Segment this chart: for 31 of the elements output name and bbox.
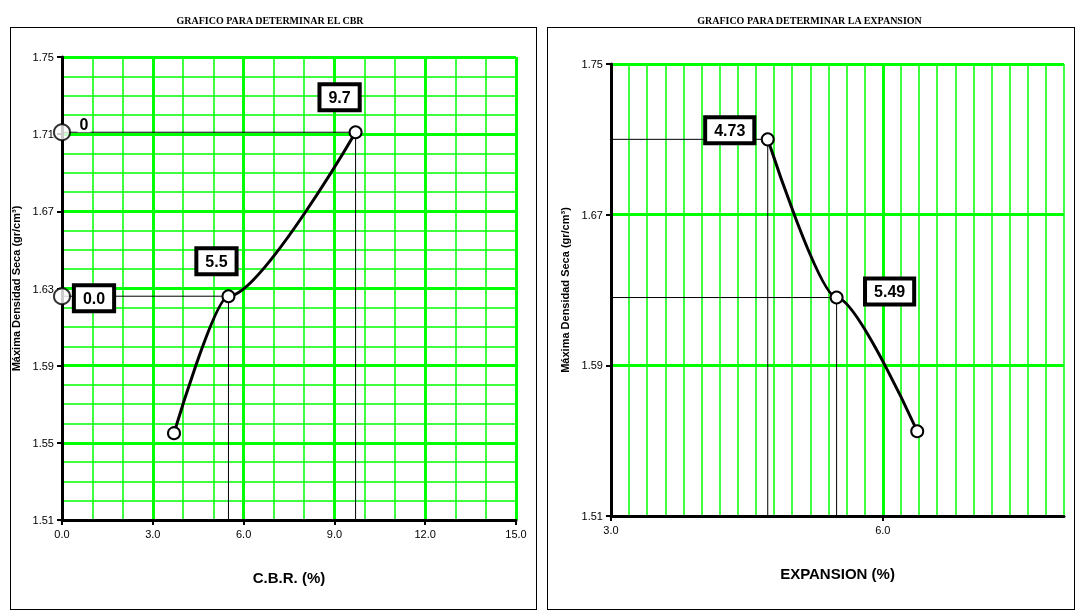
y-axis-title: Máxima Densidad Seca (gr/cm³): [559, 206, 572, 373]
y-tick-label: 1.51: [581, 510, 603, 522]
x-tick-label: 12.0: [414, 527, 436, 540]
chart-title: GRAFICO PARA DETERMINAR LA EXPANSION: [697, 14, 923, 26]
x-tick-label: 3.0: [603, 523, 619, 536]
y-tick-label: 1.71: [32, 128, 54, 141]
annotation: 0.0: [82, 289, 106, 307]
annotation: 5.49: [874, 283, 906, 301]
x-axis-title: C.B.R. (%): [252, 569, 326, 586]
x-tick-label: 6.0: [235, 527, 252, 540]
x-tick-label: 6.0: [875, 523, 891, 536]
y-axis-title: Máxima Densidad Seca (gr/cm³): [10, 205, 23, 372]
x-tick-label: 15.0: [505, 527, 527, 540]
y-tick-label: 1.67: [581, 208, 603, 221]
annotation: 4.73: [714, 121, 746, 139]
annotation: 9.7: [328, 88, 351, 106]
y-tick-label: 1.63: [32, 282, 54, 295]
y-tick-label: 1.59: [32, 359, 54, 372]
x-tick-label: 0.0: [54, 527, 70, 540]
annotation: 5.5: [205, 252, 228, 270]
y-tick-label: 1.75: [581, 58, 603, 70]
annotation: 0: [79, 115, 89, 133]
y-tick-label: 1.75: [32, 51, 54, 63]
x-tick-label: 9.0: [326, 527, 343, 540]
y-tick-label: 1.67: [32, 205, 54, 218]
chart-title: GRAFICO PARA DETERMINAR EL CBR: [176, 14, 365, 26]
x-tick-label: 3.0: [145, 527, 161, 540]
y-tick-label: 1.59: [581, 359, 603, 372]
y-tick-label: 1.55: [32, 436, 54, 449]
x-axis-title: EXPANSION (%): [780, 565, 895, 582]
y-tick-label: 1.51: [32, 514, 54, 526]
